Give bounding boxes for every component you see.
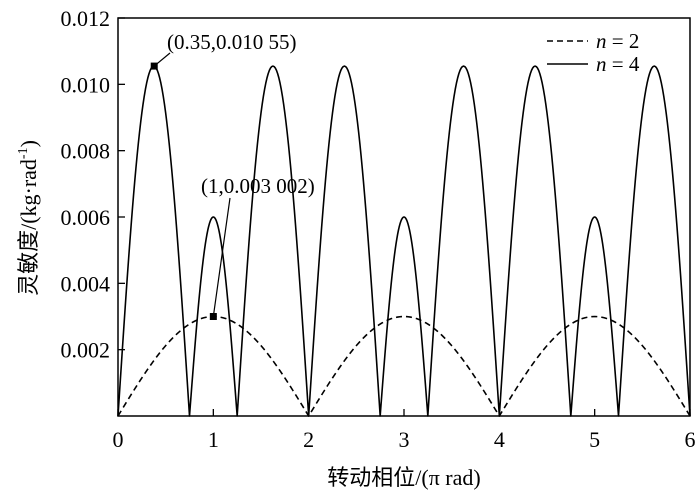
annotations: (0.35,0.010 55) (1,0.003 002): [150, 30, 315, 320]
legend: n = 2 n = 4: [547, 29, 640, 76]
x-tick-label: 4: [494, 427, 505, 452]
y-axis-label: 灵敏度/(kg·rad-1): [16, 140, 41, 296]
legend-var-n2: n: [596, 29, 607, 53]
plot-lines: [117, 65, 691, 417]
x-tick-label: 2: [303, 427, 314, 452]
annotation-marker: [150, 62, 158, 70]
annotation-leader-line: [212, 197, 231, 317]
y-tick-label: 0.010: [61, 72, 111, 97]
y-tick-label: 0.006: [61, 205, 111, 230]
y-tick-label: 0.012: [61, 6, 111, 31]
y-tick-label: 0.002: [61, 338, 111, 363]
y-axis-ticks: 0.002 0.004 0.006 0.008 0.010 0.012: [61, 6, 125, 363]
legend-label-n4: n = 4: [596, 52, 640, 76]
y-axis-label-main: 灵敏度/(kg·rad: [16, 159, 41, 296]
legend-label-n2: n = 2: [596, 29, 639, 53]
y-tick-label: 0.008: [61, 139, 111, 164]
y-tick-label: 0.004: [61, 271, 111, 296]
annotation-peak-label: (0.35,0.010 55): [167, 30, 297, 54]
series-line-n2: [117, 315, 691, 417]
x-tick-label: 6: [685, 427, 696, 452]
x-tick-label: 5: [589, 427, 600, 452]
legend-var-n4: n: [596, 52, 607, 76]
annotation-min-label: (1,0.003 002): [201, 174, 315, 198]
y-axis-label-sup: -1: [16, 147, 31, 159]
x-axis-ticks: 0 1 2 3 4 5 6: [113, 409, 696, 452]
series-line-n4: [117, 65, 691, 417]
y-axis-label-close: ): [16, 140, 41, 147]
annotation-marker: [209, 313, 217, 320]
legend-val-n2: = 2: [607, 29, 640, 53]
x-tick-label: 0: [113, 427, 124, 452]
x-tick-label: 1: [208, 427, 219, 452]
x-axis-label: 转动相位/(π rad): [327, 465, 480, 490]
legend-val-n4: = 4: [607, 52, 640, 76]
x-tick-label: 3: [399, 427, 410, 452]
